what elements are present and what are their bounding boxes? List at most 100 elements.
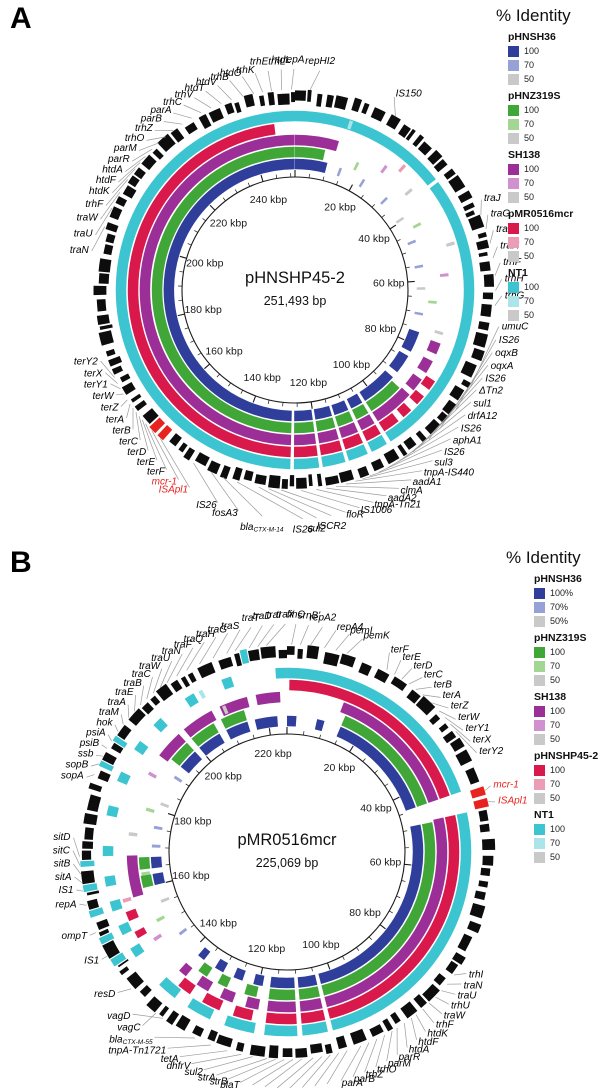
identity-ring-SH138 <box>294 134 339 152</box>
label-leader <box>439 710 456 720</box>
legend-swatch <box>534 823 545 835</box>
identity-ring-pMR0516mcr <box>362 424 381 442</box>
gene-label: traW <box>77 213 100 224</box>
scale-tick <box>396 239 401 242</box>
gene-label: traU <box>74 229 94 240</box>
gene-block <box>358 662 372 677</box>
identity-ring-NT1 <box>294 110 436 186</box>
block-fragment <box>88 907 105 918</box>
scale-tick <box>384 783 389 787</box>
identity-ring-pHNSH36 <box>401 328 420 352</box>
gene-label: tetA <box>161 1054 179 1065</box>
gene-label: sitD <box>53 832 70 843</box>
plasmid-name: pHNSHP45-2 <box>245 269 345 287</box>
scale-tick <box>403 830 408 832</box>
legend-identity-label: 50 <box>524 74 535 84</box>
identity-ring-NT1 <box>109 898 123 912</box>
legend-identity-label: 50 <box>524 192 535 202</box>
scale-tick <box>185 783 190 787</box>
scale-tick <box>303 731 305 736</box>
legend-swatch <box>508 45 519 57</box>
identity-ring-pHNSH36 <box>294 409 313 422</box>
label-leader <box>118 162 141 183</box>
legend-identity-label: 50 <box>524 310 535 320</box>
identity-ring-SH138 <box>245 996 261 1010</box>
gene-label: aadA1 <box>413 477 442 488</box>
scale-tick <box>197 352 202 356</box>
gene-block <box>417 141 432 156</box>
gene-block <box>249 1044 266 1057</box>
legend-swatch <box>508 191 519 203</box>
gene-block <box>480 303 492 318</box>
gene-block <box>180 676 191 688</box>
gene-block <box>139 985 152 997</box>
plasmid-size: 225,069 bp <box>256 856 319 870</box>
gene-label: htdV <box>196 77 218 88</box>
label-leader <box>386 652 390 671</box>
label-leader <box>234 627 252 652</box>
scale-tick <box>402 323 407 326</box>
gene-label: resD <box>94 989 115 1000</box>
gene-block <box>103 244 114 256</box>
gene-block <box>457 933 473 952</box>
legend-identity-label: 50 <box>524 251 535 261</box>
gene-block <box>208 108 224 123</box>
identity-ring-pHNSH36 <box>253 973 265 987</box>
gene-label: sitA <box>55 872 72 883</box>
label-leader <box>252 1059 294 1086</box>
gene-block <box>96 314 110 326</box>
label-leader <box>166 654 183 683</box>
gene-label: vagC <box>117 1022 141 1033</box>
label-leader <box>212 632 229 659</box>
gene-block <box>170 128 185 143</box>
gene-block <box>98 273 110 284</box>
blast-fragment <box>336 167 343 177</box>
identity-ring-pMR0516mcr <box>378 413 399 432</box>
gene-label: ISCR2 <box>317 521 347 532</box>
label-leader <box>301 490 360 509</box>
identity-ring-pHNZ319S <box>138 856 151 870</box>
label-leader <box>127 704 130 718</box>
identity-ring-pMR0516mcr <box>342 433 363 450</box>
blast-fragment <box>347 120 354 130</box>
gene-label: hok <box>96 718 113 729</box>
legend-identity-label: 50 <box>550 734 561 744</box>
gene-block <box>207 460 221 475</box>
legend-identity-label: 100 <box>550 765 566 775</box>
scale-tick <box>268 728 271 736</box>
gene-block <box>234 652 243 667</box>
legend-identity-label: 70 <box>550 779 561 789</box>
gene-block <box>357 466 370 479</box>
legend-row: 50 <box>508 250 598 262</box>
legend-row: 70 <box>508 59 598 71</box>
label-leader <box>176 647 194 677</box>
label-leader <box>335 633 350 651</box>
identity-ring-SH138 <box>357 414 375 431</box>
scale-tick <box>382 360 387 364</box>
blast-fragment <box>153 825 163 831</box>
identity-ring-pMR0516mcr <box>409 389 424 405</box>
label-leader <box>340 1045 362 1081</box>
gene-label: terF <box>147 467 166 478</box>
label-leader <box>257 624 275 647</box>
gene-label: terC <box>424 670 444 681</box>
label-leader <box>73 837 80 857</box>
label-leader <box>375 1035 385 1068</box>
legend-identity-label: 100 <box>524 105 540 115</box>
scale-tick <box>165 880 173 883</box>
gene-label: pemI <box>349 626 372 637</box>
label-leader <box>386 1030 393 1062</box>
gene-label: aadA2 <box>388 493 417 504</box>
identity-ring-pHNSH36 <box>198 947 211 961</box>
label-leader <box>114 724 119 732</box>
legend-swatch <box>534 615 545 627</box>
identity-ring-SH138 <box>179 962 193 977</box>
gene-label: traA <box>108 697 127 708</box>
legend-swatch <box>534 674 545 686</box>
scale-tick <box>209 204 216 211</box>
gene-label: traN <box>70 245 90 256</box>
label-leader <box>302 1054 331 1088</box>
legend-row: 100 <box>508 104 598 116</box>
scale-tick-label: 200 kbp <box>186 258 224 270</box>
